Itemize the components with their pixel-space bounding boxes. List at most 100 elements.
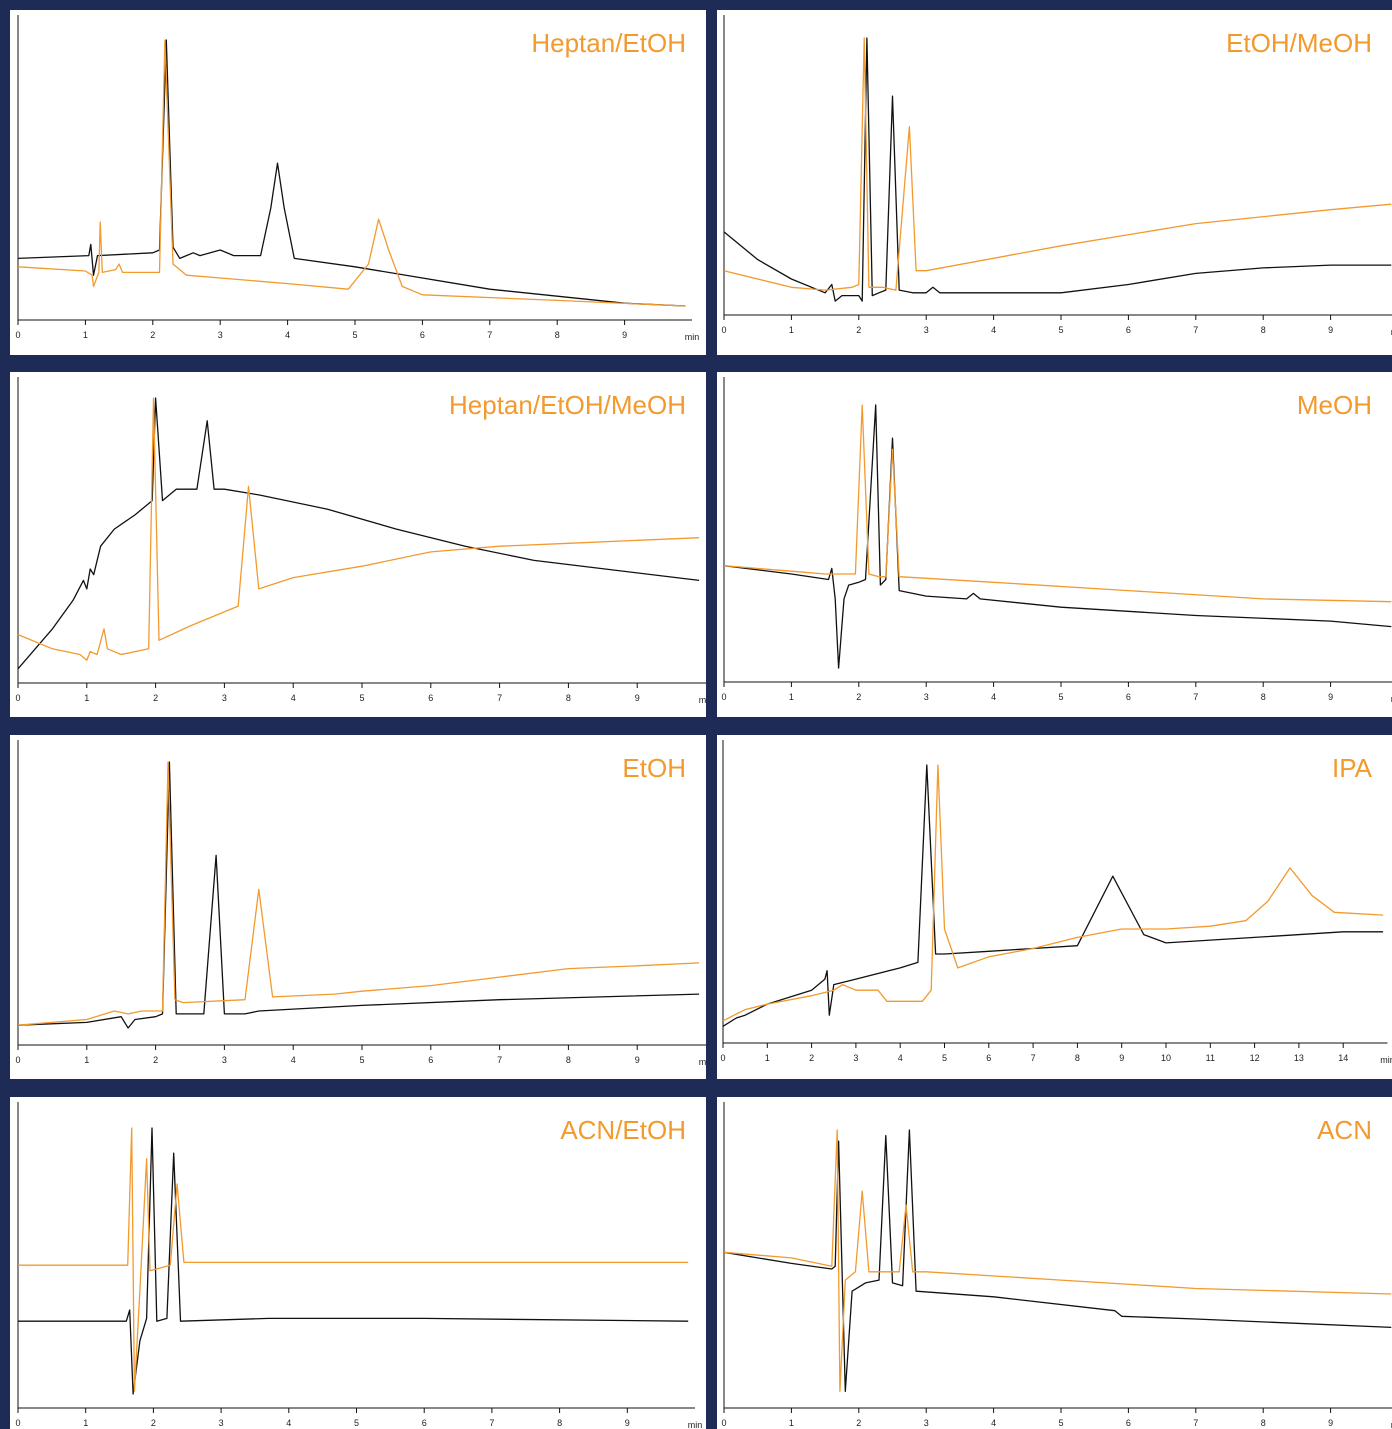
x-tick-label: 7 — [489, 1418, 494, 1428]
x-tick-label: 7 — [487, 330, 492, 340]
chart-title: EtOH — [622, 753, 686, 783]
x-tick-label: 4 — [991, 1418, 996, 1428]
x-tick-label: 5 — [1058, 1418, 1063, 1428]
x-tick-label: 9 — [625, 1418, 630, 1428]
x-tick-label: 0 — [15, 1418, 20, 1428]
x-tick-label: 5 — [359, 1055, 364, 1065]
chromatogram-panel: 0 1 2 3 4 5 6 7 8 9 min EtOH — [10, 735, 706, 1079]
x-tick-label: 4 — [286, 1418, 291, 1428]
x-tick-label: 9 — [1328, 325, 1333, 335]
x-tick-label: 8 — [566, 1055, 571, 1065]
x-axis-label: min — [1380, 1055, 1392, 1065]
trace — [17, 761, 700, 1026]
x-tick-label: 9 — [1328, 692, 1333, 702]
trace — [723, 1129, 1392, 1392]
x-tick-label: 1 — [84, 693, 89, 703]
x-axis-label: min — [688, 1420, 703, 1429]
x-tick-label: 6 — [428, 1055, 433, 1065]
trace — [17, 39, 686, 307]
trace — [18, 1127, 689, 1392]
x-tick-label: 10 — [1161, 1053, 1171, 1063]
chart-title: ACN — [1317, 1115, 1372, 1145]
x-tick-label: 11 — [1206, 1053, 1215, 1063]
trace — [723, 1129, 1392, 1392]
x-tick-label: 7 — [1031, 1053, 1036, 1063]
x-tick-label: 14 — [1338, 1053, 1348, 1063]
x-tick-label: 3 — [924, 1418, 929, 1428]
x-tick-label: 5 — [942, 1053, 947, 1063]
x-tick-label: 2 — [153, 693, 158, 703]
chart-title: MeOH — [1297, 390, 1372, 420]
trace — [723, 37, 1392, 291]
trace — [17, 397, 700, 661]
trace — [17, 39, 686, 307]
x-tick-label: 8 — [566, 693, 571, 703]
x-tick-label: 2 — [151, 1418, 156, 1428]
x-tick-label: 5 — [359, 693, 364, 703]
x-tick-label: 0 — [15, 1055, 20, 1065]
x-tick-label: 0 — [721, 1418, 726, 1428]
chromatogram-panel: 0 1 2 3 4 5 6 7 8 9 min ACN/EtOH — [10, 1097, 706, 1429]
x-tick-label: 2 — [153, 1055, 158, 1065]
x-tick-label: 3 — [219, 1418, 224, 1428]
x-tick-label: 6 — [428, 693, 433, 703]
x-tick-label: 4 — [991, 692, 996, 702]
x-tick-label: 0 — [721, 692, 726, 702]
x-tick-label: 2 — [856, 325, 861, 335]
x-tick-label: 0 — [15, 330, 20, 340]
x-tick-label: 4 — [291, 1055, 296, 1065]
x-tick-label: 3 — [924, 692, 929, 702]
chromatogram-panel: 0 1 2 3 4 5 6 7 8 9 min Heptan/EtOH — [10, 10, 706, 355]
chart-title: Heptan/EtOH — [531, 28, 686, 58]
x-tick-label: 1 — [83, 1418, 88, 1428]
trace — [723, 37, 1392, 302]
x-tick-label: 8 — [557, 1418, 562, 1428]
x-tick-label: 9 — [1119, 1053, 1124, 1063]
x-axis-label: min — [699, 1057, 706, 1067]
x-tick-label: 3 — [222, 693, 227, 703]
x-tick-label: 4 — [285, 330, 290, 340]
chromatogram-panel: 0 1 2 3 4 5 6 7 8 9 min Heptan/EtOH/MeOH — [10, 372, 706, 717]
x-tick-label: 1 — [789, 325, 794, 335]
x-tick-label: 5 — [1058, 692, 1063, 702]
x-tick-label: 9 — [635, 1055, 640, 1065]
x-tick-label: 4 — [898, 1053, 903, 1063]
chart-title: ACN/EtOH — [560, 1115, 686, 1145]
x-tick-label: 1 — [83, 330, 88, 340]
x-tick-label: 1 — [84, 1055, 89, 1065]
x-tick-label: 12 — [1250, 1053, 1260, 1063]
x-axis-label: min — [685, 332, 700, 342]
chart-title: Heptan/EtOH/MeOH — [449, 390, 686, 420]
x-tick-label: 7 — [1193, 1418, 1198, 1428]
x-tick-label: 3 — [222, 1055, 227, 1065]
x-tick-label: 7 — [1193, 692, 1198, 702]
trace — [723, 404, 1392, 669]
x-tick-label: 0 — [720, 1053, 725, 1063]
x-tick-label: 1 — [789, 1418, 794, 1428]
x-tick-label: 0 — [721, 325, 726, 335]
x-tick-label: 1 — [765, 1053, 770, 1063]
x-tick-label: 9 — [635, 693, 640, 703]
x-tick-label: 6 — [420, 330, 425, 340]
trace — [17, 761, 700, 1029]
trace — [723, 404, 1392, 603]
chromatogram-panel: 0 1 2 3 4 5 6 7 8 9 min MeOH — [717, 372, 1392, 717]
x-axis-label: min — [1391, 327, 1392, 337]
x-tick-label: 8 — [1261, 325, 1266, 335]
x-tick-label: 8 — [1261, 1418, 1266, 1428]
x-tick-label: 9 — [622, 330, 627, 340]
x-tick-label: 5 — [352, 330, 357, 340]
x-tick-label: 8 — [555, 330, 560, 340]
x-tick-label: 13 — [1294, 1053, 1304, 1063]
x-tick-label: 6 — [1126, 325, 1131, 335]
x-tick-label: 3 — [218, 330, 223, 340]
x-tick-label: 2 — [150, 330, 155, 340]
x-axis-label: min — [1391, 1420, 1392, 1429]
x-tick-label: 7 — [497, 693, 502, 703]
x-tick-label: 6 — [422, 1418, 427, 1428]
x-tick-label: 5 — [354, 1418, 359, 1428]
chromatogram-panel: 0 1 2 3 4 5 6 7 8 9 min EtOH/MeOH — [717, 10, 1392, 355]
x-tick-label: 1 — [789, 692, 794, 702]
x-axis-label: min — [699, 695, 706, 705]
